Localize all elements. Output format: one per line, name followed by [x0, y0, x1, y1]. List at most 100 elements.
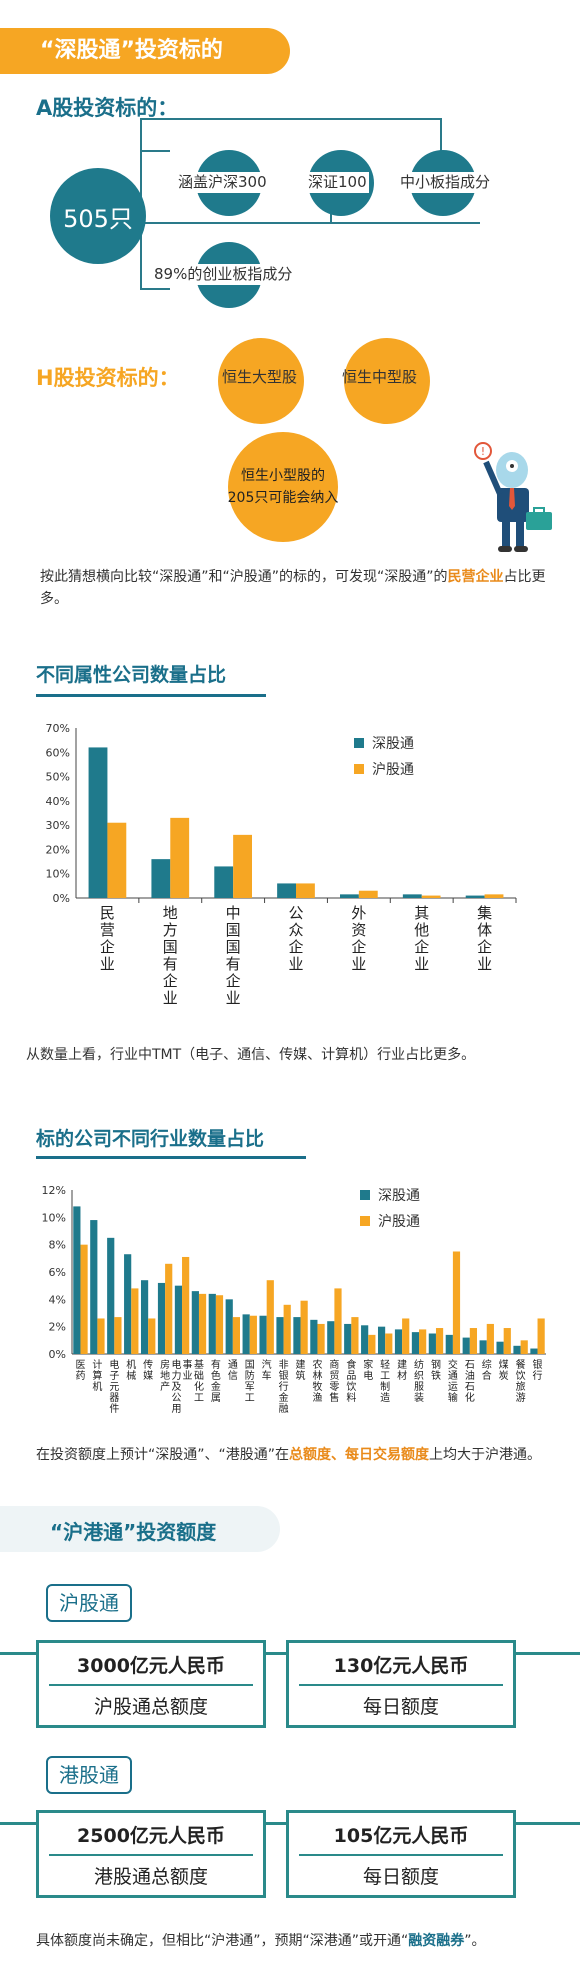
bar-shanghai	[435, 1328, 444, 1354]
bar-shenzhen	[225, 1299, 233, 1354]
hk-daily-label: 每日额度	[362, 1866, 439, 1888]
bar-shanghai	[469, 1328, 478, 1354]
a-share-item-1: 涵盖沪深300	[176, 172, 269, 193]
bar-shenzhen	[259, 1315, 267, 1354]
x-tick-label: 传媒	[143, 1359, 153, 1382]
y-tick-label: 40%	[46, 795, 70, 808]
hk-total-label: 港股通总额度	[93, 1866, 208, 1888]
bar-shenzhen	[394, 1329, 403, 1354]
y-tick-label: 70%	[46, 722, 70, 735]
note-1-highlight: 民营企业	[447, 569, 504, 585]
footer-text: 具体额度尚未确定，但相比“沪港通”，预期“深港通”或开通“	[36, 1933, 409, 1949]
a-share-item-3: 中小板指成分	[398, 172, 493, 193]
sh-daily-box: 130亿元人民币 每日额度	[286, 1640, 516, 1728]
footer-note: 具体额度尚未确定，但相比“沪港通”，预期“深港通”或开通“融资融券”。	[36, 1930, 556, 1952]
bar-shenzhen	[88, 747, 108, 898]
legend-label: 深股通	[378, 1188, 420, 1204]
footer-highlight: 融资融券	[408, 1933, 465, 1949]
sh-tag: 沪股通	[46, 1584, 132, 1622]
bar-shenzhen	[90, 1220, 98, 1354]
h-share-circle-2	[344, 338, 430, 424]
legend-swatch	[354, 738, 364, 748]
bar-shenzhen	[479, 1340, 487, 1354]
x-tick-label: 非银行金融	[279, 1359, 289, 1415]
bar-shanghai	[419, 1329, 427, 1354]
bar-shenzhen	[124, 1254, 132, 1354]
y-tick-label: 50%	[46, 771, 70, 784]
note-1-text-end: 占比更多。	[40, 569, 546, 607]
x-tick-label: 汽车	[262, 1358, 272, 1382]
sh-total-box: 3000亿元人民币 沪股通总额度	[36, 1640, 266, 1728]
h-share-circle-small: 恒生小型股的 205只可能会纳入	[228, 432, 338, 542]
bar-shenzhen	[465, 895, 485, 898]
bar-shanghai	[503, 1328, 511, 1354]
bar-shenzhen	[445, 1334, 453, 1354]
bar-shenzhen	[174, 1285, 183, 1354]
a-share-item-4: 89%的创业板指成分	[152, 264, 295, 285]
h-share-item-2: 恒生中型股	[342, 368, 418, 386]
legend-label: 沪股通	[372, 762, 414, 778]
bar-shanghai	[334, 1288, 342, 1354]
bar-shanghai	[165, 1263, 173, 1354]
h-share-small-line1: 恒生小型股的	[241, 468, 325, 484]
x-tick-label: 综合	[482, 1358, 492, 1382]
bar-shenzhen	[402, 894, 422, 898]
x-tick-label: 电子元器件	[109, 1358, 119, 1415]
bar-shenzhen	[462, 1337, 470, 1354]
bar-shanghai	[215, 1295, 224, 1354]
bar-shenzhen	[428, 1333, 436, 1354]
bar-shanghai	[300, 1300, 308, 1354]
hk-daily-box: 105亿元人民币 每日额度	[286, 1810, 516, 1898]
x-tick-label: 国防军工	[245, 1359, 255, 1404]
bar-shenzhen	[496, 1341, 504, 1354]
x-tick-label: 公众企业	[288, 904, 303, 973]
bar-shenzhen	[327, 1321, 335, 1354]
y-tick-label: 6%	[49, 1266, 66, 1279]
businessman-illustration: !	[474, 442, 552, 552]
bar-shenzhen	[293, 1317, 301, 1354]
bar-shanghai	[233, 834, 252, 898]
h-share-small-line2: 205只可能会纳入	[227, 490, 339, 506]
sh-total-amount: 3000亿元人民币	[77, 1655, 225, 1677]
x-tick-label: 民营企业	[100, 904, 115, 973]
bar-shenzhen	[140, 1280, 149, 1354]
bar-shenzhen	[214, 866, 234, 898]
hk-tag: 港股通	[46, 1756, 132, 1794]
x-tick-label: 电力及公用事业	[172, 1358, 193, 1415]
bar-shanghai	[486, 1323, 494, 1354]
bar-shenzhen	[361, 1325, 369, 1354]
bar-shanghai	[484, 894, 504, 898]
bar-shanghai	[107, 822, 127, 898]
x-tick-label: 地方国有企业	[163, 904, 178, 1007]
bar-shanghai	[368, 1334, 376, 1354]
h-share-item-1: 恒生大型股	[222, 368, 298, 386]
x-tick-label: 建材	[397, 1358, 407, 1382]
x-tick-label: 基础化工	[194, 1358, 204, 1404]
bar-shanghai	[232, 1317, 241, 1354]
y-tick-label: 30%	[46, 819, 70, 832]
x-tick-label: 纺织服装	[414, 1358, 424, 1404]
chart2-note: 在投资额度上预计“深股通”、“港股通”在总额度、每日交易额度上均大于沪港通。	[36, 1444, 556, 1466]
bar-shenzhen	[191, 1291, 199, 1354]
quota-title: “沪港通”投资额度	[50, 1520, 217, 1544]
bar-shenzhen	[344, 1323, 352, 1354]
bar-shenzhen	[208, 1293, 216, 1354]
x-tick-label: 食品饮料	[346, 1358, 356, 1404]
note-1: 按此猜想横向比较“深股通”和“沪股通”的标的，可发现“深股通”的民营企业占比更多…	[40, 566, 550, 610]
bar-shenzhen	[242, 1314, 250, 1354]
bar-shanghai	[385, 1333, 393, 1354]
bar-shanghai	[80, 1244, 88, 1354]
bar-shanghai	[296, 883, 315, 898]
legend-label: 沪股通	[378, 1214, 420, 1230]
bar-shanghai	[283, 1304, 291, 1354]
bar-shanghai	[537, 1318, 545, 1354]
x-tick-label: 中国国有企业	[226, 904, 241, 1007]
bar-shenzhen	[530, 1348, 538, 1354]
a-share-count: 505只	[63, 204, 133, 233]
footer-text-end: ”。	[464, 1933, 486, 1949]
bar-shanghai	[97, 1318, 105, 1354]
bar-shenzhen	[107, 1237, 115, 1354]
a-share-count-circle: 505只	[50, 168, 146, 264]
bar-shanghai	[170, 817, 190, 898]
y-tick-label: 0%	[49, 1348, 66, 1361]
